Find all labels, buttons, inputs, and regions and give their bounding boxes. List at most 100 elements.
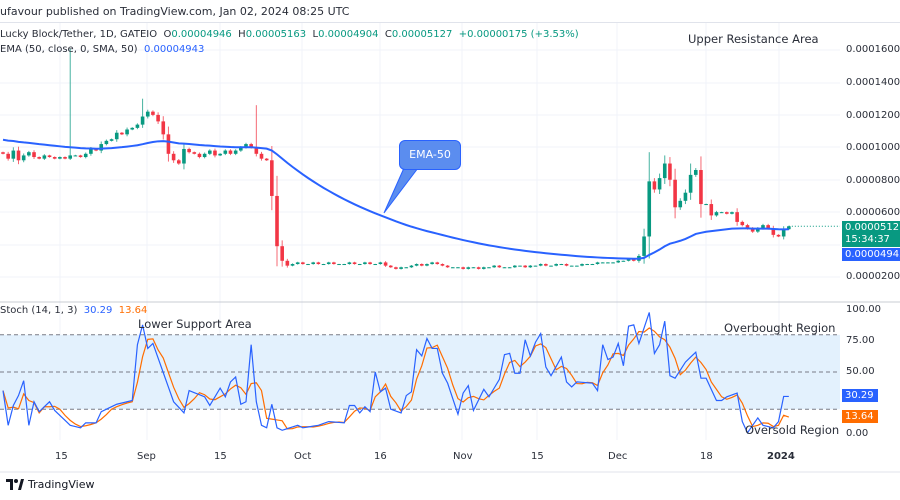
candle-body: [497, 265, 502, 268]
candle-body: [52, 157, 57, 159]
close-value: 0.00005127: [391, 29, 453, 40]
candle-body: [42, 155, 47, 159]
candle-body: [171, 153, 176, 161]
candle-body: [642, 236, 646, 256]
candle-body: [254, 147, 259, 154]
candle-body: [32, 152, 36, 158]
stoch-d-line: [2, 327, 790, 430]
candle-body: [533, 265, 538, 267]
candle-body: [585, 264, 590, 266]
candle-body: [528, 265, 533, 268]
ema-legend[interactable]: EMA (50, close, 0, SMA, 50) 0.00004943: [0, 44, 204, 55]
candle-body: [745, 225, 750, 229]
candle-body: [1, 152, 5, 154]
change-value: +0.00000175 (+3.53%): [458, 29, 579, 40]
stoch-legend[interactable]: Stoch (14, 1, 3) 30.29 13.64: [0, 305, 147, 316]
candle-body: [471, 267, 476, 269]
candle-body: [693, 170, 698, 175]
overbought-label: Overbought Region: [724, 321, 836, 335]
candle-body: [145, 111, 150, 117]
candle-body: [182, 148, 186, 164]
candle-body: [544, 264, 548, 266]
candle-body: [575, 265, 579, 267]
candle-body: [756, 228, 760, 232]
time-tick: 2024: [767, 451, 795, 462]
candle-body: [730, 212, 734, 214]
candle-body: [21, 155, 26, 161]
tradingview-logo[interactable]: TradingView: [6, 478, 94, 491]
low-label: L: [312, 29, 319, 40]
candle-body: [621, 260, 626, 262]
candle-body: [554, 264, 558, 266]
candle-body: [99, 144, 104, 151]
time-tick: Sep: [137, 451, 156, 462]
candle-body: [280, 246, 284, 261]
candle-body: [140, 116, 145, 125]
candle-body: [83, 153, 88, 158]
candle-body: [518, 265, 522, 267]
candle-body: [750, 228, 755, 232]
candle-body: [264, 158, 269, 161]
candle-body: [404, 267, 409, 269]
candle-body: [63, 157, 67, 159]
candle-body: [249, 144, 253, 148]
stoch-k-line: [2, 312, 789, 434]
candle-body: [187, 148, 191, 153]
candle-body: [461, 267, 465, 269]
candle-body: [482, 267, 486, 269]
tradingview-logo-icon: [6, 479, 24, 490]
candle-body: [611, 262, 615, 264]
candle-body: [440, 264, 445, 266]
candle-body: [37, 157, 41, 159]
candle-body: [166, 134, 171, 154]
candle-body: [104, 140, 109, 145]
candle-body: [73, 155, 78, 157]
candle-body: [192, 152, 197, 154]
grid: [0, 23, 840, 440]
candle-body: [564, 264, 569, 266]
candle-body: [699, 170, 703, 205]
candle-body: [373, 264, 378, 266]
candle-body: [740, 221, 745, 226]
candles: [1, 48, 791, 270]
candle-body: [16, 150, 21, 161]
candle-body: [688, 174, 693, 193]
candle-body: [295, 262, 300, 265]
candle-body: [161, 121, 166, 135]
ema-50-line: [2, 138, 789, 260]
candle-body: [151, 111, 155, 115]
candle-body: [502, 267, 507, 269]
candle-body: [208, 150, 212, 154]
candle-body: [450, 267, 455, 269]
candle-body: [125, 129, 129, 135]
candle-body: [156, 114, 160, 122]
candle-body: [357, 264, 362, 266]
candle-body: [456, 267, 460, 269]
candle-body: [626, 259, 631, 261]
stoch-k-value: 30.29: [83, 305, 113, 316]
candle-body: [673, 179, 677, 208]
candle-body: [657, 178, 662, 190]
lower-support-label: Lower Support Area: [138, 317, 252, 331]
candle-body: [487, 267, 491, 269]
candle-body: [668, 163, 672, 180]
candle-body: [223, 150, 228, 154]
time-tick: Nov: [453, 451, 473, 462]
time-tick: 15: [55, 451, 68, 462]
candle-body: [78, 155, 83, 158]
candle-body: [109, 139, 114, 141]
candle-body: [378, 262, 383, 265]
candle-body: [47, 155, 52, 158]
time-tick: Oct: [294, 451, 312, 462]
candle-body: [787, 226, 791, 230]
candle-body: [135, 124, 140, 128]
candle-body: [704, 204, 708, 206]
time-tick: 15: [531, 451, 544, 462]
stoch-d-value: 13.64: [118, 305, 148, 316]
stoch-k-badge: 30.29: [842, 389, 878, 402]
candle-body: [409, 265, 414, 268]
